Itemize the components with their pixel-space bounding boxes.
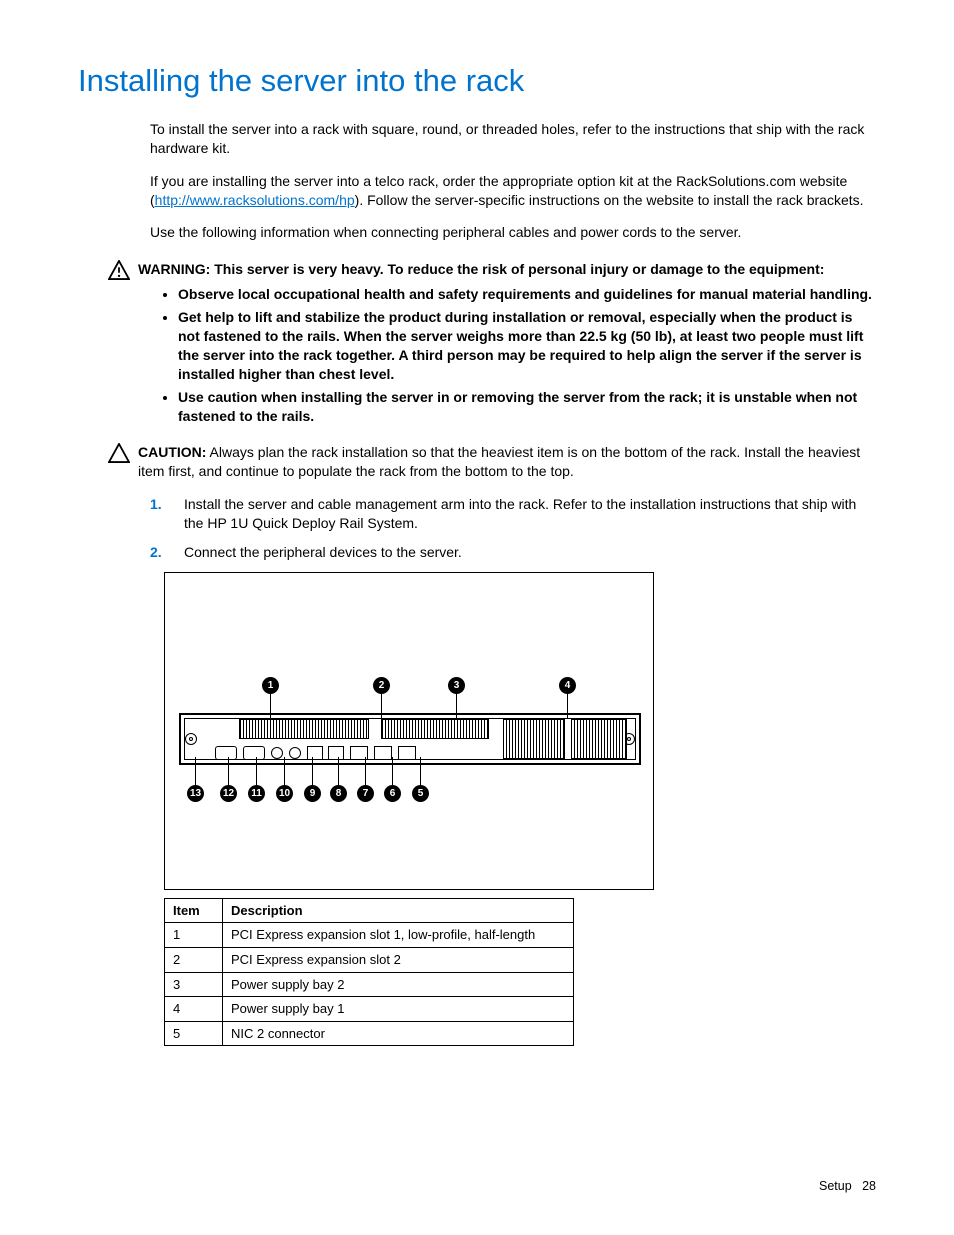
footer-page: 28 <box>862 1179 876 1193</box>
leader-line <box>195 757 196 785</box>
callout-marker: 10 <box>276 785 293 802</box>
table-cell-item: 5 <box>165 1021 223 1046</box>
ilo-port-icon <box>398 746 416 760</box>
step-number: 1. <box>150 495 162 514</box>
callout-marker: 8 <box>330 785 347 802</box>
leader-line <box>256 757 257 785</box>
callout-marker: 5 <box>412 785 429 802</box>
leader-line <box>420 757 421 785</box>
rear-panel-table: Item Description 1PCI Express expansion … <box>164 898 574 1046</box>
table-cell-desc: Power supply bay 1 <box>223 997 574 1022</box>
warning-item: Observe local occupational health and sa… <box>178 285 876 304</box>
leader-line <box>365 757 366 785</box>
callout-marker: 6 <box>384 785 401 802</box>
table-header-item: Item <box>165 898 223 923</box>
caution-icon <box>108 443 130 463</box>
ps2-port-icon <box>289 747 301 759</box>
rear-ports <box>215 743 479 759</box>
table-row: 1PCI Express expansion slot 1, low-profi… <box>165 923 574 948</box>
table-cell-item: 1 <box>165 923 223 948</box>
usb-port-icon <box>307 746 323 760</box>
page-heading: Installing the server into the rack <box>78 60 876 102</box>
leader-line <box>312 757 313 785</box>
step-text: Install the server and cable management … <box>184 496 856 531</box>
table-row: 2PCI Express expansion slot 2 <box>165 947 574 972</box>
warning-block: WARNING: This server is very heavy. To r… <box>110 260 876 425</box>
callout-marker: 7 <box>357 785 374 802</box>
page-footer: Setup 28 <box>819 1178 876 1195</box>
intro-para-3: Use the following information when conne… <box>150 223 876 242</box>
callout-marker: 1 <box>262 677 279 694</box>
warning-item: Get help to lift and stabilize the produ… <box>178 308 876 384</box>
table-cell-item: 4 <box>165 997 223 1022</box>
usb-port-icon <box>328 746 344 760</box>
warning-intro: This server is very heavy. To reduce the… <box>210 261 824 277</box>
callout-marker: 13 <box>187 785 204 802</box>
serial-port-icon <box>215 746 237 760</box>
thumbscrew-icon <box>185 733 197 745</box>
warning-icon <box>108 260 130 280</box>
intro-para-1: To install the server into a rack with s… <box>150 120 876 158</box>
step-text: Connect the peripheral devices to the se… <box>184 544 462 560</box>
footer-section: Setup <box>819 1179 852 1193</box>
steps-list: 1. Install the server and cable manageme… <box>150 495 876 562</box>
table-cell-desc: PCI Express expansion slot 2 <box>223 947 574 972</box>
leader-line <box>381 694 382 719</box>
leader-line <box>284 757 285 785</box>
server-chassis <box>179 713 641 765</box>
step-number: 2. <box>150 543 162 562</box>
table-cell-item: 3 <box>165 972 223 997</box>
table-header-desc: Description <box>223 898 574 923</box>
table-cell-item: 2 <box>165 947 223 972</box>
caution-text: Always plan the rack installation so tha… <box>138 444 860 479</box>
leader-line <box>567 694 568 719</box>
psu-bay-1 <box>571 719 627 759</box>
pci-slot-2 <box>381 719 489 739</box>
callout-marker: 3 <box>448 677 465 694</box>
leader-line <box>270 694 271 719</box>
table-cell-desc: Power supply bay 2 <box>223 972 574 997</box>
warning-label: WARNING: <box>138 261 210 277</box>
leader-line <box>456 694 457 719</box>
racksolutions-link[interactable]: http://www.racksolutions.com/hp <box>155 192 355 208</box>
warning-list: Observe local occupational health and sa… <box>178 285 876 425</box>
caution-label: CAUTION: <box>138 444 206 460</box>
table-row: 4Power supply bay 1 <box>165 997 574 1022</box>
callout-marker: 4 <box>559 677 576 694</box>
psu-bay-2 <box>503 719 565 759</box>
callout-marker: 11 <box>248 785 265 802</box>
leader-line <box>392 757 393 785</box>
callout-marker: 9 <box>304 785 321 802</box>
intro-para-2: If you are installing the server into a … <box>150 172 876 210</box>
table-row: 3Power supply bay 2 <box>165 972 574 997</box>
rear-panel-figure: 12341312111098765 <box>164 572 654 890</box>
ps2-port-icon <box>271 747 283 759</box>
table-cell-desc: PCI Express expansion slot 1, low-profil… <box>223 923 574 948</box>
leader-line <box>338 757 339 785</box>
table-row: 5NIC 2 connector <box>165 1021 574 1046</box>
pci-slot-1 <box>239 719 369 739</box>
step-item: 1. Install the server and cable manageme… <box>150 495 876 533</box>
caution-block: CAUTION: Always plan the rack installati… <box>110 443 876 481</box>
warning-item: Use caution when installing the server i… <box>178 388 876 426</box>
callout-marker: 2 <box>373 677 390 694</box>
callout-marker: 12 <box>220 785 237 802</box>
table-cell-desc: NIC 2 connector <box>223 1021 574 1046</box>
intro-para-2b: ). Follow the server-specific instructio… <box>355 192 864 208</box>
step-item: 2. Connect the peripheral devices to the… <box>150 543 876 562</box>
nic-port-icon <box>374 746 392 760</box>
leader-line <box>228 757 229 785</box>
vga-port-icon <box>243 746 265 760</box>
